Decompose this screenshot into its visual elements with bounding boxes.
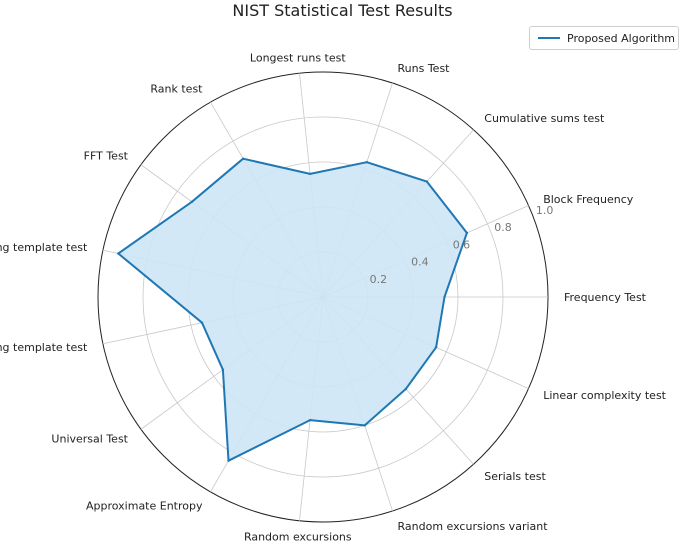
category-label: Overlapping template test xyxy=(0,341,88,354)
series-point xyxy=(221,368,225,371)
series-point xyxy=(200,321,204,324)
category-label: FFT Test xyxy=(84,149,129,162)
radial-tick-label: 0.8 xyxy=(494,221,512,234)
series-point xyxy=(365,161,368,164)
series-point xyxy=(404,387,407,391)
series-point xyxy=(308,172,312,176)
radar-series xyxy=(117,157,469,462)
radial-tick-label: 0.2 xyxy=(370,273,388,286)
series-point xyxy=(434,346,438,349)
category-label: Block Frequency xyxy=(543,193,634,206)
category-label: Serials test xyxy=(484,470,546,483)
legend: Proposed Algorithm xyxy=(529,26,679,50)
series-point xyxy=(117,252,120,255)
category-label: Universal Test xyxy=(51,433,128,446)
series-point xyxy=(308,418,312,422)
category-label: Frequency Test xyxy=(564,291,647,304)
category-label: Runs Test xyxy=(398,62,451,75)
radial-tick-labels: 0.2 0.4 0.6 0.8 1.0 xyxy=(370,204,554,286)
category-label: Longest runs test xyxy=(250,51,346,64)
legend-swatch xyxy=(538,37,560,39)
series-area xyxy=(117,157,468,462)
series-point xyxy=(190,200,194,203)
legend-label: Proposed Algorithm xyxy=(567,31,676,45)
series-point xyxy=(241,157,245,160)
category-label: Random excursions xyxy=(244,531,352,544)
series-point xyxy=(227,459,230,462)
category-label: Random excursions variant xyxy=(398,520,549,533)
series-point xyxy=(465,231,469,235)
category-label: Linear complexity test xyxy=(543,389,666,402)
radial-tick-label: 0.6 xyxy=(453,238,471,251)
radial-tick-label: 0.4 xyxy=(411,256,429,269)
series-point xyxy=(363,424,366,427)
category-label: Cumulative sums test xyxy=(484,112,605,125)
category-labels: Frequency Test Block Frequency Cumulative … xyxy=(0,51,667,543)
category-label: Approximate Entropy xyxy=(86,500,203,513)
category-label: Non overlapping template test xyxy=(0,241,88,254)
chart-title: NIST Statistical Test Results xyxy=(232,1,453,20)
series-point xyxy=(443,295,446,299)
category-label: Rank test xyxy=(150,82,203,95)
radial-tick-label: 1.0 xyxy=(536,204,554,217)
series-point xyxy=(425,180,429,183)
